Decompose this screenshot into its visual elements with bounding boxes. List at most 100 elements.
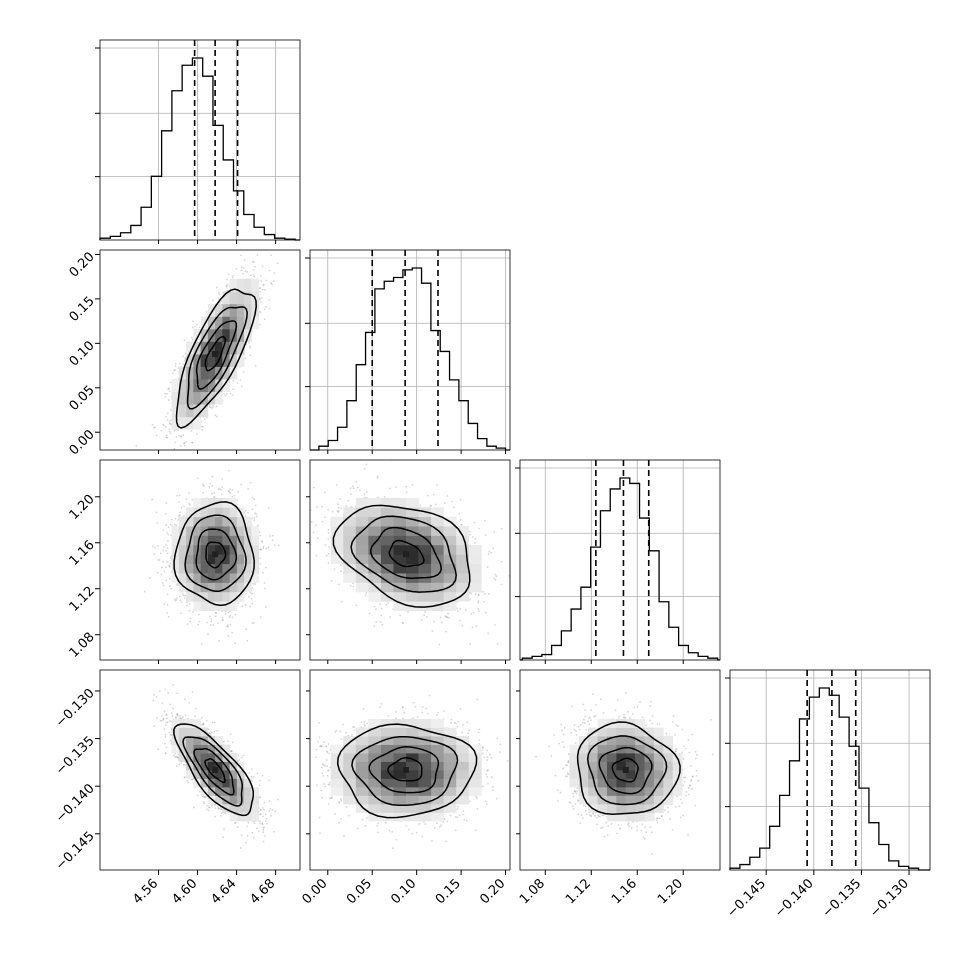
density-cell [178,416,187,430]
scatter-point [251,602,254,605]
scatter-point [169,381,172,384]
scatter-point [260,301,262,303]
scatter-point [167,399,170,401]
scatter-point [221,486,224,488]
density-cell [222,366,231,380]
scatter-point [229,623,232,626]
scatter-point [246,639,249,642]
scatter-point [185,498,188,501]
scatter-point [180,601,183,603]
scatter-point [196,477,199,480]
scatter-point [211,484,213,487]
density-cell [193,416,202,430]
scatter-point [164,395,167,398]
scatter-point [186,604,189,607]
scatter-point [163,570,166,573]
density-cell [178,379,187,393]
scatter-point [262,284,265,287]
scatter-point [175,524,178,527]
scatter-point [179,599,182,602]
scatter-point [209,624,212,626]
density-cell [193,354,202,367]
scatter-point [214,615,217,618]
contour-line [195,320,238,390]
scatter-point [184,356,187,359]
density-cell [215,391,223,405]
scatter-point [164,392,166,395]
density-cell [236,303,245,317]
scatter-point [264,587,266,590]
scatter-point [225,284,228,287]
density-cell [200,366,209,380]
scatter-point [248,345,251,348]
scatter-point [153,426,156,429]
scatter-point [273,247,275,249]
scatter-point [168,565,171,568]
scatter-point [182,434,185,437]
scatter-point [211,492,213,495]
scatter-point [226,283,229,286]
scatter-point [151,498,154,501]
scatter-point [178,362,181,365]
scatter-point [218,640,221,642]
scatter-point [176,494,178,497]
scatter-point [166,436,169,439]
scatter-point [156,521,159,524]
scatter-point [165,544,167,546]
scatter-point [240,254,242,257]
scatter-point [184,357,187,360]
hist-panel-frame [309,249,511,451]
scatter-point [240,266,243,269]
scatter-point [192,320,194,323]
scatter-point [231,495,234,498]
scatter-point [191,498,194,501]
scatter-point [235,267,238,270]
density-cell [178,391,187,405]
scatter-point [268,307,271,310]
scatter-point [183,442,186,444]
scatter-point [219,488,222,491]
scatter-point [214,414,217,417]
scatter-point [234,613,237,616]
scatter-point [243,259,246,262]
hist-panel-1 [305,249,511,451]
scatter-point [272,280,275,283]
panels: 4.56 4.60 4.64 4.68 0.00 0.05 0.10 0.15 0.20 1.08… [53,39,931,921]
scatter-point [263,318,266,321]
scatter-point [166,561,169,564]
scatter-point [265,566,267,569]
scatter-point [143,590,146,593]
scatter-point [245,628,248,631]
scatter-point [183,444,186,447]
scatter-point [264,306,267,308]
scatter-point [221,619,224,622]
density-cell [229,341,238,355]
density-cell [244,316,252,330]
scatter-point [209,482,212,485]
scatter-point [228,490,231,493]
density-cell [200,316,209,330]
scatter-point [225,625,228,628]
scatter-point [175,436,178,439]
scatter-point [259,616,262,619]
scatter-point [260,280,263,283]
scatter-point [198,326,201,329]
scatter-point [191,326,194,329]
scatter-point [189,620,191,623]
scatter-point [218,301,221,304]
scatter-point [265,279,267,282]
density-cell [178,404,187,418]
density-cell [207,303,216,317]
scatter-point [224,394,227,397]
scatter-point [231,488,234,491]
scatter-point [180,435,183,438]
density-cell [193,391,202,405]
scatter-point [248,341,250,344]
scatter-point [202,483,204,486]
scatter-point [166,418,169,421]
scatter-point [162,560,165,563]
scatter-point [194,325,196,328]
scatter-point [229,392,232,395]
scatter-point [167,615,170,618]
scatter-point [174,368,177,371]
